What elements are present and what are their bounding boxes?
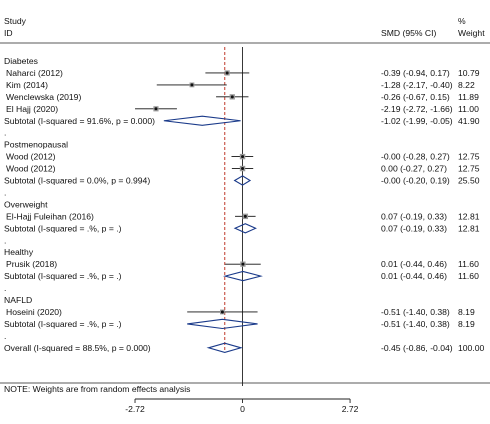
study-label: Wenclewska (2019) [6,92,81,102]
spacer-label: . [4,187,6,197]
effect-ci-text: -0.00 (-0.20, 0.19) [381,176,450,186]
study-label: Prusik (2018) [6,259,57,269]
weight-text: 8.19 [458,307,475,317]
overall-diamond [206,342,243,353]
subtotal-diamond [222,270,263,282]
table-header: Study ID SMD (95% CI) % Weight [4,16,485,38]
subgroup-label: Diabetes [4,56,38,66]
weight-text: 11.00 [458,104,479,114]
subtotal-label: Subtotal (I-squared = 0.0%, p = 0.994) [4,176,150,186]
effect-ci-text: -0.26 (-0.67, 0.15) [381,92,450,102]
weight-text: 12.75 [458,164,480,174]
subgroup-label: Postmenopausal [4,140,68,150]
subtotal-label: Subtotal (I-squared = .%, p = .) [4,271,122,281]
x-axis: -2.72 0 2.72 [125,398,359,414]
study-label: El Hajj (2020) [6,104,58,114]
header-effect: SMD (95% CI) [381,28,437,38]
spacer-label: . [4,331,6,341]
effect-ci-text: -0.45 (-0.86, -0.04) [381,343,453,353]
axis-tick-label: -2.72 [125,404,145,414]
subtotal-diamond [187,318,258,330]
subgroup-label: Healthy [4,247,34,257]
effect-ci-text: -1.28 (-2.17, -0.40) [381,80,453,90]
weight-text: 8.22 [458,80,475,90]
axis-tick-label: 2.72 [342,404,359,414]
study-label: El-Hajj Fuleihan (2016) [6,211,94,221]
header-weight: Weight [458,28,485,38]
point-estimate [243,214,247,218]
effect-ci-text: 0.07 (-0.19, 0.33) [381,211,447,221]
weight-text: 12.81 [458,211,480,221]
forest-rows: Diabetes Naharci (2012) -0.39 (-0.94, 0.17… [4,47,485,386]
study-label: Naharci (2012) [6,68,63,78]
study-label: Wood (2012) [6,152,56,162]
weight-text: 100.00 [458,343,485,353]
weight-text: 25.50 [458,176,480,186]
point-estimate [190,83,194,87]
header-weight-percent: % [458,16,466,26]
point-estimate [241,262,245,266]
spacer-label: . [4,235,6,245]
effect-ci-text: 0.00 (-0.27, 0.27) [381,164,447,174]
weight-text: 12.75 [458,152,480,162]
weight-text: 11.60 [458,271,479,281]
effect-ci-text: 0.01 (-0.44, 0.46) [381,271,447,281]
weight-text: 10.79 [458,68,480,78]
header-study: Study [4,16,27,26]
weight-text: 12.81 [458,223,480,233]
overall-label: Overall (I-squared = 88.5%, p = 0.000) [4,343,151,353]
weight-text: 8.19 [458,319,475,329]
subgroup-label: NAFLD [4,295,32,305]
point-estimate [154,107,158,111]
effect-ci-text: -0.51 (-1.40, 0.38) [381,319,450,329]
footnote: NOTE: Weights are from random effects an… [4,384,190,394]
weight-text: 41.90 [458,116,480,126]
header-id: ID [4,28,13,38]
effect-ci-text: 0.01 (-0.44, 0.46) [381,259,447,269]
effect-ci-text: -2.19 (-2.72, -1.66) [381,104,453,114]
point-estimate [230,95,234,99]
study-label: Wood (2012) [6,164,56,174]
weight-text: 11.89 [458,92,479,102]
subgroup-label: Overweight [4,199,48,209]
subtotal-diamond [233,223,257,234]
effect-ci-text: -0.51 (-1.40, 0.38) [381,307,450,317]
effect-ci-text: -1.02 (-1.99, -0.05) [381,116,453,126]
study-label: Kim (2014) [6,80,48,90]
point-estimate [220,310,224,314]
point-estimate [225,71,229,75]
study-label: Hoseini (2020) [6,307,62,317]
subtotal-diamond [163,115,241,126]
subtotal-label: Subtotal (I-squared = 91.6%, p = 0.000) [4,116,155,126]
effect-ci-text: -0.00 (-0.28, 0.27) [381,152,450,162]
subtotal-label: Subtotal (I-squared = .%, p = .) [4,319,122,329]
subtotal-diamond [233,175,252,186]
spacer-label: . [4,128,6,138]
weight-text: 11.60 [458,259,479,269]
point-estimate [241,155,245,159]
effect-ci-text: -0.39 (-0.94, 0.17) [381,68,450,78]
point-estimate [241,167,245,171]
spacer-label: . [4,283,6,293]
effect-ci-text: 0.07 (-0.19, 0.33) [381,223,447,233]
axis-tick-label: 0 [240,404,245,414]
subtotal-label: Subtotal (I-squared = .%, p = .) [4,223,122,233]
